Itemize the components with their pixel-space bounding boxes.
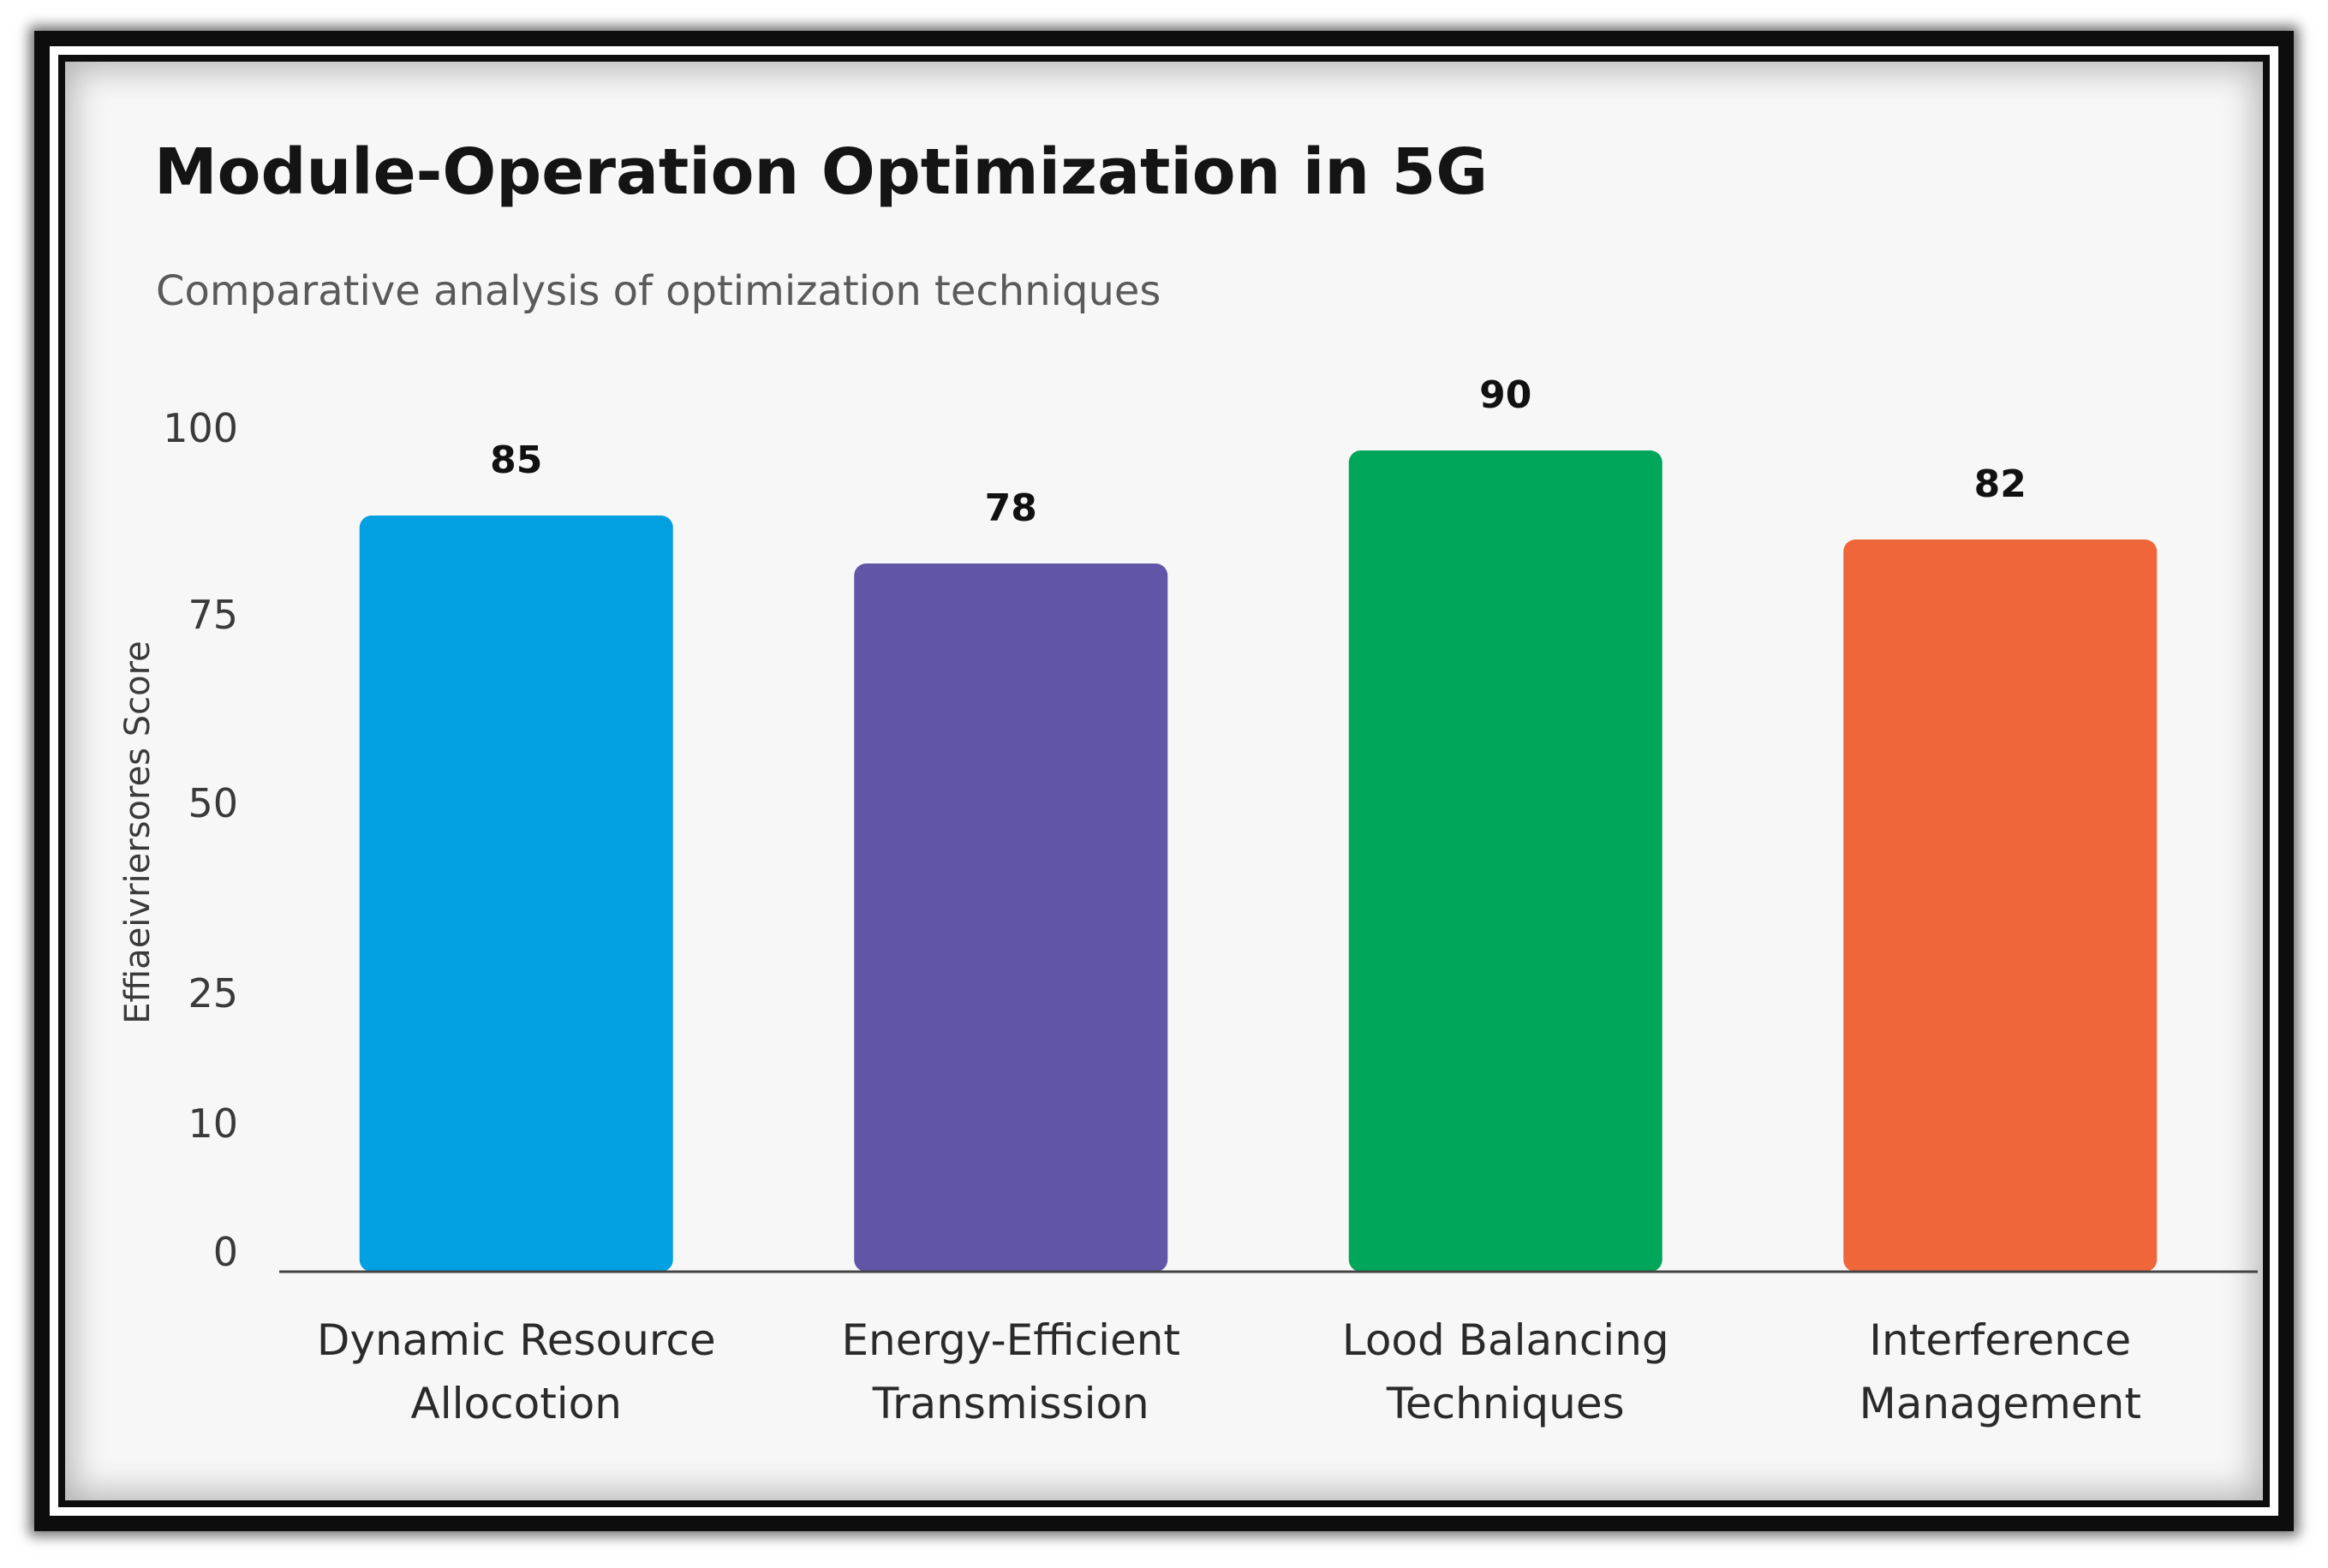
bar: [854, 563, 1168, 1272]
x-category-label: Techniques: [1386, 1379, 1625, 1428]
y-tick-label: 50: [188, 780, 238, 826]
bar-chart-plot: Effiaeivriersores Score 0 10 25 50 75 100 85 7…: [118, 373, 2258, 1428]
y-tick-label: 10: [188, 1100, 238, 1147]
y-tick-label: 75: [188, 592, 238, 638]
bar-value-label: 90: [1479, 373, 1531, 417]
x-category-label: Interference: [1869, 1315, 2131, 1365]
y-axis-title-group: Effiaeivriersores Score: [118, 641, 158, 1024]
y-tick-label: 0: [213, 1229, 238, 1275]
value-labels: 85 78 90 82: [490, 373, 2027, 530]
x-category-label: Transmission: [872, 1379, 1149, 1428]
chart-frame-gap: Module-Operation Optimization in 5G Comp…: [50, 46, 2278, 1516]
chart-frame-inner: Module-Operation Optimization in 5G Comp…: [58, 55, 2270, 1507]
x-category-label: Allocotion: [411, 1379, 622, 1428]
category-labels: Dynamic Resource Allocotion Energy-Efficie…: [317, 1315, 2141, 1428]
x-category-label: Energy-Efficient: [841, 1315, 1180, 1365]
chart-frame: Module-Operation Optimization in 5G Comp…: [34, 31, 2294, 1531]
chart-subtitle: Comparative analysis of optimization tec…: [156, 267, 1161, 315]
x-category-label: Dynamic Resource: [317, 1315, 716, 1365]
bar-value-label: 85: [490, 438, 542, 482]
chart-canvas: Module-Operation Optimization in 5G Comp…: [65, 62, 2263, 1500]
bars: [359, 450, 2158, 1272]
bar: [1348, 450, 1662, 1272]
y-axis-ticks: 0 10 25 50 75 100: [163, 405, 238, 1275]
chart-title: Module-Operation Optimization in 5G: [154, 135, 1489, 209]
x-category-label: Lood Balancing: [1342, 1315, 1669, 1365]
bar-value-label: 82: [1974, 462, 2027, 506]
y-axis-title: Effiaeivriersores Score: [118, 641, 158, 1024]
y-tick-label: 25: [188, 970, 238, 1017]
bar-value-label: 78: [985, 486, 1037, 530]
bar: [1843, 540, 2158, 1272]
y-tick-label: 100: [163, 405, 238, 451]
x-category-label: Management: [1859, 1379, 2141, 1428]
bar: [359, 516, 673, 1272]
